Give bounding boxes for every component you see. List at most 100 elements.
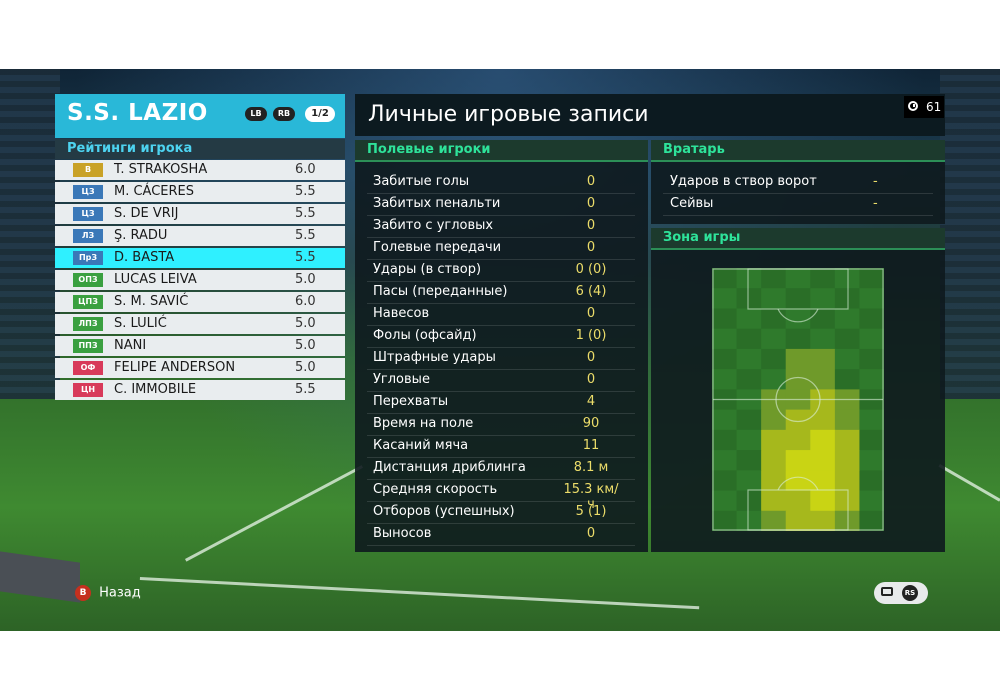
heat-cell — [761, 348, 787, 370]
player-row[interactable]: ЦЗ S. DE VRIJ 5.5 — [55, 204, 345, 224]
player-rating: 5.5 — [295, 250, 316, 265]
heat-cell — [810, 369, 836, 390]
heat-cell — [834, 369, 860, 390]
player-row[interactable]: ЦН C. IMMOBILE 5.5 — [55, 380, 345, 400]
position-badge: ЛЗ — [73, 229, 103, 243]
player-row[interactable]: ППЗ NANI 5.0 — [55, 336, 345, 356]
back-control[interactable]: B Назад — [75, 585, 141, 601]
heat-cell — [785, 450, 811, 471]
heat-cell — [712, 429, 738, 451]
stat-label: Забитые голы — [373, 174, 470, 189]
stat-label: Удары (в створ) — [373, 262, 482, 277]
position-badge: В — [73, 163, 103, 177]
heat-cell — [712, 308, 738, 330]
goalkeeper-stats-list: Ударов в створ ворот - Сейвы - — [663, 172, 933, 216]
stat-row: Фолы (офсайд) 1 (0) — [367, 326, 635, 348]
heat-cell — [761, 369, 787, 390]
stat-row: Дистанция дриблинга 8.1 м — [367, 458, 635, 480]
heat-cell — [785, 369, 811, 390]
player-name: Ş. RADU — [114, 228, 168, 243]
rb-button[interactable]: RB — [273, 107, 295, 121]
heat-cell — [712, 490, 738, 512]
stadium-stands-left — [0, 69, 60, 399]
heat-cell — [810, 328, 836, 350]
player-row[interactable]: ЦПЗ S. M. SAVIĆ 6.0 — [55, 292, 345, 312]
page-title: Личные игровые записи — [368, 102, 649, 127]
heat-cell — [785, 348, 811, 370]
player-name: C. IMMOBILE — [114, 382, 197, 397]
center-circle — [775, 376, 821, 423]
heat-cell — [859, 490, 884, 512]
heat-cell — [736, 348, 762, 370]
stat-row: Навесов 0 — [367, 304, 635, 326]
player-row[interactable]: ОПЗ LUCAS LEIVA 5.0 — [55, 270, 345, 290]
heat-cell — [712, 268, 738, 289]
heat-cell — [859, 450, 884, 471]
stat-row: Забитых пенальти 0 — [367, 194, 635, 216]
heat-cell — [810, 470, 836, 492]
stat-label: Дистанция дриблинга — [373, 460, 526, 475]
heat-cell — [810, 308, 836, 330]
gk-stat-label: Сейвы — [670, 196, 714, 211]
stat-label: Штрафные удары — [373, 350, 496, 365]
heat-cell — [785, 268, 811, 289]
heat-cell — [785, 490, 811, 512]
gk-stat-value: - — [873, 196, 878, 211]
goalkeeper-heading: Вратарь — [651, 140, 945, 162]
player-ratings-list: В T. STRAKOSHA 6.0 ЦЗ M. CÁCERES 5.5 ЦЗ S. DE V… — [55, 160, 345, 402]
goalkeeper-section: Вратарь Ударов в створ ворот - Сейвы - — [651, 140, 945, 224]
heat-cell — [859, 268, 884, 289]
main-title-bar: Личные игровые записи 61 — [355, 94, 945, 136]
field-players-section: Полевые игроки Забитые голы 0 Забитых пена… — [355, 140, 648, 552]
player-row[interactable]: ЦЗ M. CÁCERES 5.5 — [55, 182, 345, 202]
lb-button[interactable]: LB — [245, 107, 267, 121]
rs-button-icon[interactable]: RS — [902, 585, 918, 601]
heat-cell — [712, 409, 738, 431]
heat-cell — [736, 409, 762, 431]
heat-cell — [834, 288, 860, 309]
heat-cell — [761, 288, 787, 309]
position-badge: ОПЗ — [73, 273, 103, 287]
player-row[interactable]: В T. STRAKOSHA 6.0 — [55, 160, 345, 180]
stat-label: Пасы (переданные) — [373, 284, 508, 299]
heat-cell — [712, 510, 738, 531]
heat-cell — [761, 490, 787, 512]
heat-cell — [736, 288, 762, 309]
heat-cell — [859, 328, 884, 350]
stat-label: Фолы (офсайд) — [373, 328, 477, 343]
heat-cell — [712, 470, 738, 492]
heat-cell — [761, 429, 787, 451]
penalty-box-top — [747, 268, 849, 310]
heat-cell — [810, 409, 836, 431]
heat-cell — [736, 470, 762, 492]
stat-value: 15.3 км/ч — [563, 482, 619, 512]
stat-value: 0 — [586, 350, 596, 365]
heat-cell — [736, 268, 762, 289]
heat-cell — [761, 409, 787, 431]
advertising-board — [0, 551, 80, 603]
penalty-arc-bottom — [777, 476, 819, 491]
player-row[interactable]: ЛЗ Ş. RADU 5.5 — [55, 226, 345, 246]
player-row[interactable]: ЛПЗ S. LULIĆ 5.0 — [55, 314, 345, 334]
gk-stat-label: Ударов в створ ворот — [670, 174, 817, 189]
position-badge: ЦЗ — [73, 185, 103, 199]
heat-cell — [810, 490, 836, 512]
heat-cell — [810, 268, 836, 289]
position-badge: ЛПЗ — [73, 317, 103, 331]
player-rating: 6.0 — [295, 294, 316, 309]
stat-label: Забитых пенальти — [373, 196, 501, 211]
heat-cell — [834, 409, 860, 431]
stat-row: Время на поле 90 — [367, 414, 635, 436]
player-row[interactable]: ПрЗ D. BASTA 5.5 — [55, 248, 345, 268]
heat-cell — [736, 429, 762, 451]
stat-row: Средняя скорость 15.3 км/ч — [367, 480, 635, 512]
player-row[interactable]: ОФ FELIPE ANDERSON 5.0 — [55, 358, 345, 378]
heat-cell — [859, 470, 884, 492]
heat-cell — [761, 328, 787, 350]
stat-value: 0 — [586, 174, 596, 189]
heat-cell — [834, 450, 860, 471]
stat-label: Отборов (успешных) — [373, 504, 515, 519]
player-rating: 5.0 — [295, 272, 316, 287]
team-name: S.S. LAZIO — [67, 100, 208, 126]
chat-icon[interactable] — [881, 587, 893, 596]
